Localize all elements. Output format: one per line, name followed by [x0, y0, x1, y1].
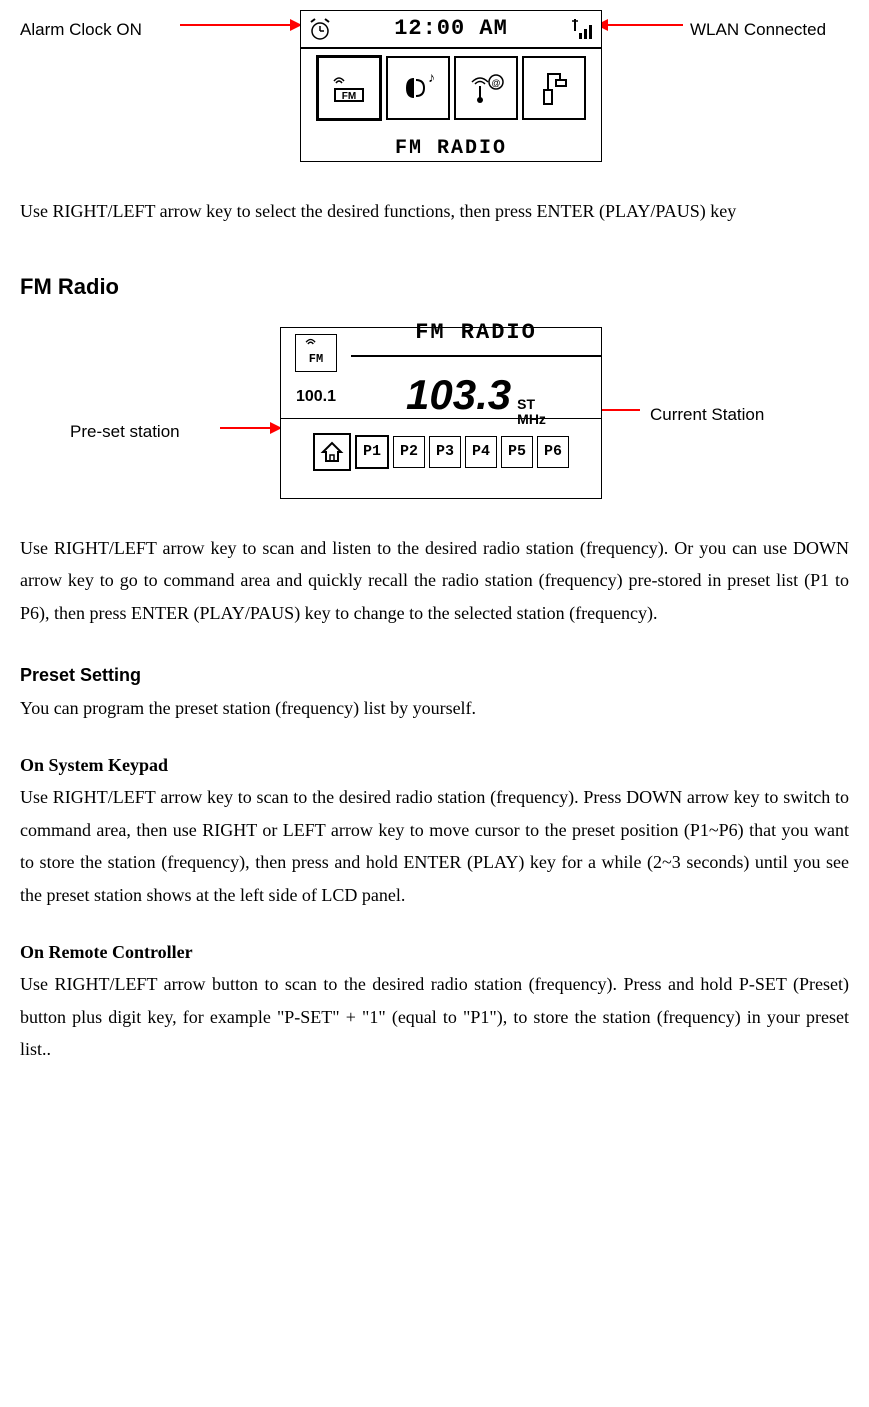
current-callout-label: Current Station — [650, 400, 764, 431]
function-icons-row: FM ♪ @ — [301, 49, 601, 127]
music-player-icon[interactable]: ♪ — [386, 56, 450, 120]
preset-button-p3[interactable]: P3 — [429, 436, 461, 468]
svg-text:@: @ — [491, 78, 500, 88]
home-icon[interactable] — [313, 433, 351, 471]
settings-icon[interactable] — [522, 56, 586, 120]
preset-button-p6[interactable]: P6 — [537, 436, 569, 468]
keypad-heading: On System Keypad — [20, 755, 168, 775]
svg-text:♪: ♪ — [428, 69, 435, 85]
main-menu-lcd: 12:00 AM FM ♪ @ — [300, 10, 602, 162]
fm-display-area: FM 100.1 FM RADIO 103.3 ST MHz — [281, 328, 601, 419]
alarm-clock-icon — [305, 15, 335, 43]
wlan-arrow-line — [608, 24, 683, 26]
preset-button-p5[interactable]: P5 — [501, 436, 533, 468]
clock-time: 12:00 AM — [394, 9, 508, 49]
alarm-arrow-line — [180, 24, 290, 26]
fm-radio-title: FM RADIO — [351, 313, 601, 357]
wlan-callout-label: WLAN Connected — [690, 15, 826, 46]
wlan-signal-icon — [567, 15, 597, 43]
fm-radio-heading: FM Radio — [20, 267, 849, 307]
alarm-callout-label: Alarm Clock ON — [20, 15, 142, 46]
fm-mode-label: FM — [309, 349, 323, 371]
preset-arrow-line — [220, 427, 270, 429]
preset-setting-heading: Preset Setting — [20, 659, 849, 691]
svg-text:FM: FM — [342, 91, 356, 102]
frequency-unit: MHz — [517, 412, 546, 427]
preset-callout-label: Pre-set station — [70, 417, 180, 448]
keypad-instruction: Use RIGHT/LEFT arrow key to scan to the … — [20, 781, 849, 911]
main-lcd-figure: Alarm Clock ON WLAN Connected 12:00 AM — [20, 10, 849, 170]
preset-button-p2[interactable]: P2 — [393, 436, 425, 468]
remote-instruction: Use RIGHT/LEFT arrow button to scan to t… — [20, 968, 849, 1065]
main-menu-instruction: Use RIGHT/LEFT arrow key to select the d… — [20, 195, 849, 227]
stereo-indicator: ST — [517, 397, 546, 412]
preset-button-p1[interactable]: P1 — [355, 435, 389, 469]
fm-radio-instruction: Use RIGHT/LEFT arrow key to scan and lis… — [20, 532, 849, 629]
fm-radio-lcd: FM 100.1 FM RADIO 103.3 ST MHz P1 P — [280, 327, 602, 499]
frequency-unit-block: ST MHz — [517, 397, 546, 428]
current-frequency-row: 103.3 ST MHz — [406, 357, 546, 433]
preset-frequency-value: 100.1 — [296, 383, 336, 412]
remote-heading: On Remote Controller — [20, 942, 193, 962]
preset-button-p4[interactable]: P4 — [465, 436, 497, 468]
fm-radio-icon[interactable]: FM — [316, 55, 382, 121]
selected-function-label: FM RADIO — [301, 127, 601, 171]
internet-radio-icon[interactable]: @ — [454, 56, 518, 120]
fm-left-column: FM 100.1 — [281, 328, 351, 418]
lcd-status-bar: 12:00 AM — [301, 11, 601, 49]
fm-main-display: FM RADIO 103.3 ST MHz — [351, 313, 601, 432]
fm-lcd-figure: Pre-set station Current Station FM 100.1… — [20, 327, 849, 507]
preset-intro-text: You can program the preset station (freq… — [20, 692, 849, 724]
fm-mode-icon: FM — [295, 334, 337, 372]
current-frequency-value: 103.3 — [406, 357, 511, 433]
